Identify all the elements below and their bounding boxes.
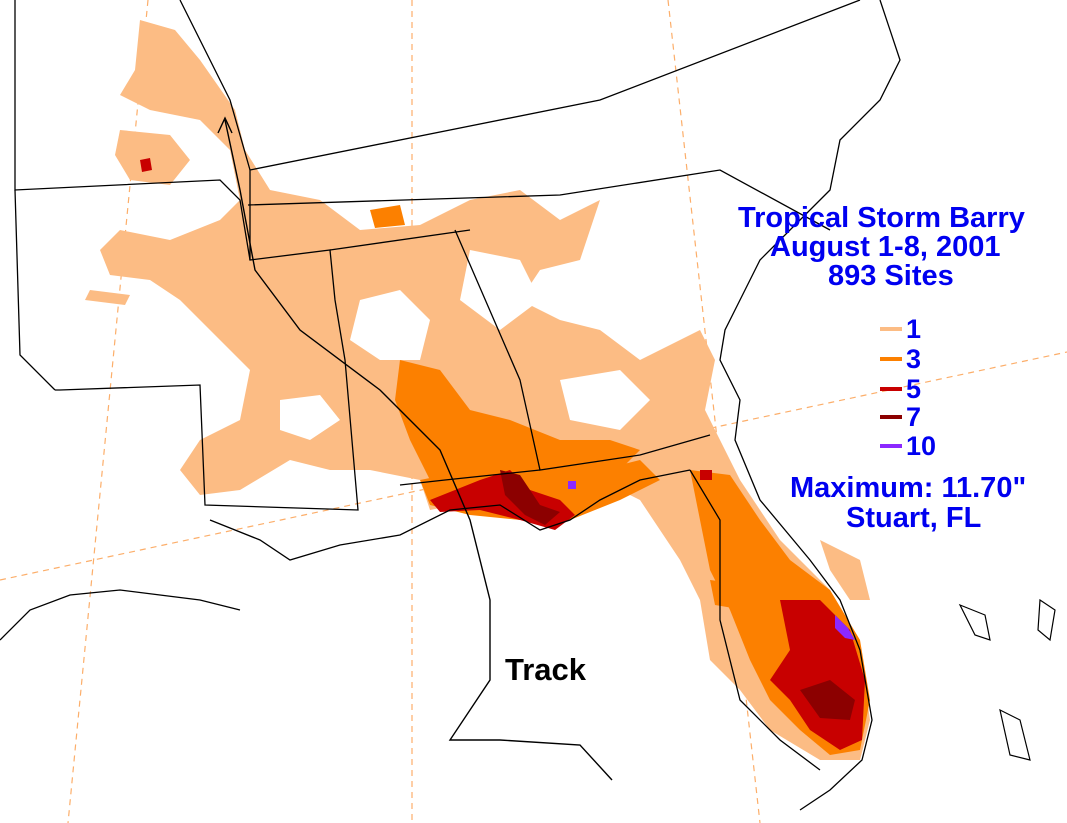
contour-10in — [568, 481, 855, 640]
contour-7in — [500, 470, 855, 720]
legend-label-7: 7 — [906, 401, 922, 432]
state-borders — [14, 0, 861, 511]
legend-item-10: 10 — [880, 431, 936, 461]
legend-swatch-5 — [880, 387, 902, 391]
track-label: Track — [505, 652, 587, 687]
storm-track-line — [224, 119, 613, 781]
maximum-value: Maximum: 11.70" — [790, 472, 1027, 504]
legend-label-1: 1 — [906, 313, 922, 344]
legend-item-3: 3 — [880, 344, 921, 374]
maximum-location: Stuart, FL — [846, 502, 982, 534]
legend-label-10: 10 — [906, 430, 937, 461]
legend-swatch-1 — [880, 327, 902, 331]
track-arrowhead — [217, 116, 233, 134]
legend-item-1: 1 — [880, 314, 921, 344]
title-site-count: 893 Sites — [828, 260, 954, 292]
legend-swatch-7 — [880, 415, 902, 419]
contour-1in — [85, 20, 870, 760]
title-date-range: August 1-8, 2001 — [770, 231, 1001, 263]
legend-swatch-10 — [880, 444, 902, 448]
legend-swatch-3 — [880, 357, 902, 361]
legend-label-3: 3 — [906, 343, 922, 374]
legend-item-5: 5 — [880, 374, 921, 404]
islands — [958, 598, 1056, 761]
legend-label-5: 5 — [906, 373, 922, 404]
title-storm-name: Tropical Storm Barry — [738, 202, 1025, 234]
coastline — [0, 0, 901, 811]
legend-item-7: 7 — [880, 402, 921, 432]
